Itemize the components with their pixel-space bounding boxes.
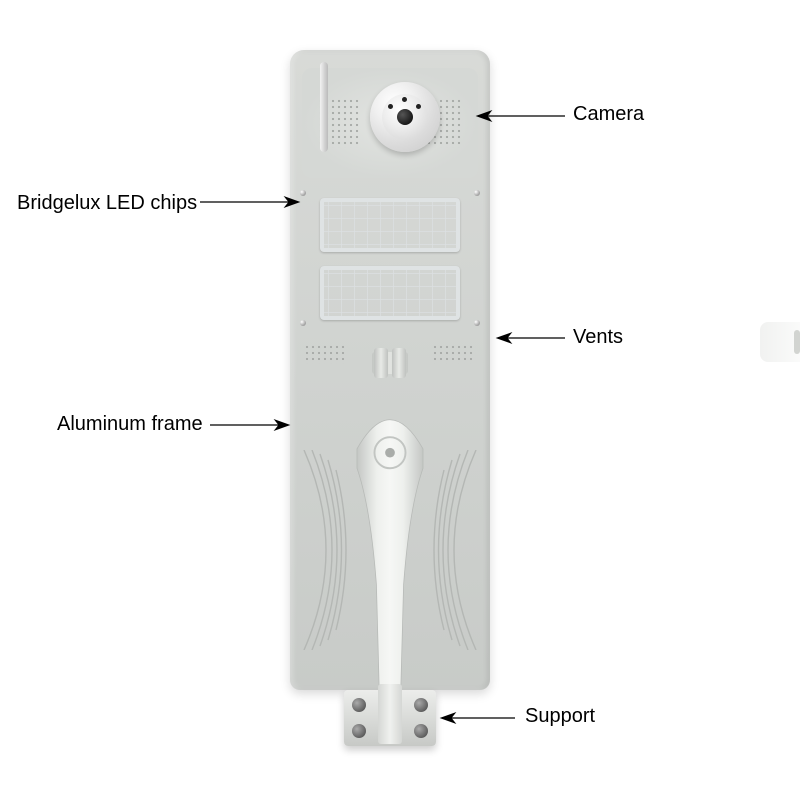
arrows-layer [0,0,800,800]
diagram-canvas: Camera Bridgelux LED chips Vents Aluminu… [0,0,800,800]
